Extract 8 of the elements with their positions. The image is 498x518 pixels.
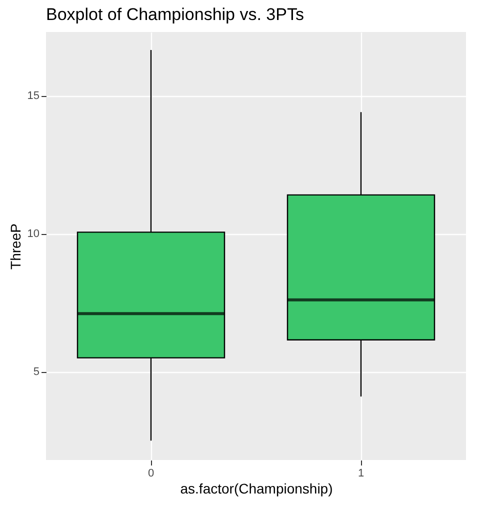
x-tick-label: 0 — [148, 468, 154, 480]
y-tick-label: 10 — [27, 228, 40, 240]
chart-title: Boxplot of Championship vs. 3PTs — [46, 5, 304, 24]
y-tick-label: 5 — [33, 366, 40, 378]
y-tick-label: 15 — [27, 90, 40, 102]
y-axis-title: ThreeP — [7, 224, 24, 270]
x-axis-title: as.factor(Championship) — [180, 480, 333, 496]
x-tick-label: 1 — [358, 468, 364, 480]
